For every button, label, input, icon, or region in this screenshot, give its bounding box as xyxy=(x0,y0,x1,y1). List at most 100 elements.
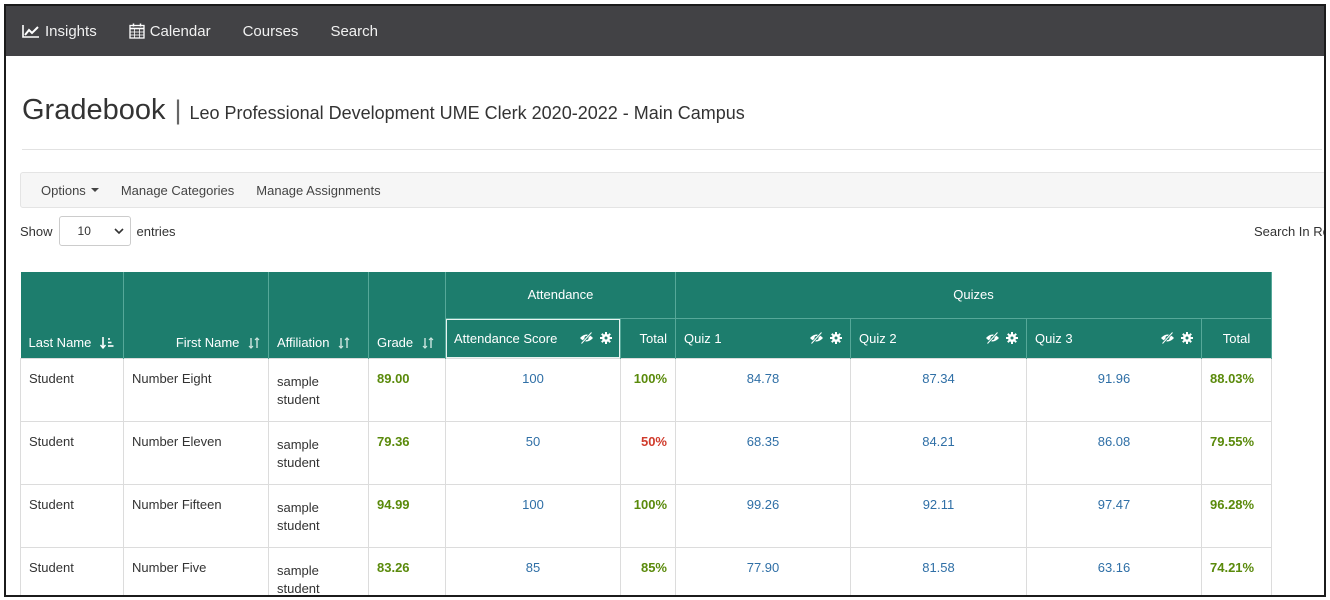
col-quiz-1[interactable]: Quiz 1 xyxy=(675,318,851,358)
nav-search-label: Search xyxy=(330,22,378,40)
gear-icon[interactable] xyxy=(1181,332,1193,344)
options-dropdown[interactable]: Options xyxy=(41,183,99,198)
show-label: Show xyxy=(20,223,53,239)
quizes-group-header: Quizes xyxy=(675,272,1272,319)
entries-select-value: 10 xyxy=(77,224,91,238)
nav-item-courses[interactable]: Courses xyxy=(243,23,299,40)
nav-calendar-label: Calendar xyxy=(149,22,211,40)
cell-last-name: Student xyxy=(20,420,124,485)
cell-affiliation: sample student xyxy=(268,357,369,422)
cell-last-name: Student xyxy=(20,483,124,548)
nav-item-search[interactable]: Search xyxy=(330,23,378,40)
table-row: Student Number Eight sample student 89.0… xyxy=(20,357,1272,422)
quiz-1-header: Quiz 1 xyxy=(684,330,722,346)
cell-last-name: Student xyxy=(20,546,124,595)
cell-last-name: Student xyxy=(20,357,124,422)
cell-quiz-1[interactable]: 68.35 xyxy=(675,420,851,485)
cell-quizes-total: 74.21% xyxy=(1201,546,1272,595)
table-row: Student Number Five sample student 83.26… xyxy=(20,546,1272,595)
gradebook-table: Last Name First Name xyxy=(20,272,1272,595)
sort-both-icon[interactable] xyxy=(338,337,350,349)
cell-first-name: Number Eleven xyxy=(123,420,269,485)
col-grade[interactable]: Grade xyxy=(368,272,446,358)
title-separator: | xyxy=(174,95,182,125)
cell-attendance-total: 100% xyxy=(620,357,676,422)
cell-attendance-score[interactable]: 100 xyxy=(445,357,621,422)
table-row: Student Number Eleven sample student 79.… xyxy=(20,420,1272,485)
cell-quiz-3[interactable]: 97.47 xyxy=(1026,483,1202,548)
cell-quiz-1[interactable]: 99.26 xyxy=(675,483,851,548)
cell-quiz-1[interactable]: 77.90 xyxy=(675,546,851,595)
cell-first-name: Number Five xyxy=(123,546,269,595)
attendance-group-header: Attendance xyxy=(445,272,676,319)
nav-item-insights[interactable]: Insights xyxy=(22,23,97,40)
entries-length-control: Show 10 entries xyxy=(20,216,176,246)
gear-icon[interactable] xyxy=(830,332,842,344)
entries-select[interactable]: 10 xyxy=(58,216,131,246)
cell-grade: 89.00 xyxy=(368,357,446,422)
entries-label: entries xyxy=(136,223,176,239)
chart-line-icon xyxy=(22,25,39,38)
sort-asc-icon[interactable] xyxy=(100,337,114,350)
page-header: Gradebook | Leo Professional Development… xyxy=(22,94,1322,150)
col-first-name[interactable]: First Name xyxy=(123,272,269,358)
eye-slash-icon[interactable] xyxy=(1160,332,1175,344)
cell-attendance-score[interactable]: 100 xyxy=(445,483,621,548)
cell-quiz-2[interactable]: 81.58 xyxy=(850,546,1027,595)
cell-quizes-total: 79.55% xyxy=(1201,420,1272,485)
col-affiliation[interactable]: Affiliation xyxy=(268,272,369,358)
cell-quiz-1[interactable]: 84.78 xyxy=(675,357,851,422)
cell-attendance-score[interactable]: 50 xyxy=(445,420,621,485)
col-attendance-score[interactable]: Attendance Score xyxy=(445,318,621,358)
quiz-3-header: Quiz 3 xyxy=(1035,330,1073,346)
app-window: Insights Calendar Courses Search Gradebo… xyxy=(4,4,1326,597)
search-label: Search In Re xyxy=(1254,224,1326,239)
manage-assignments-link[interactable]: Manage Assignments xyxy=(256,182,381,198)
sort-both-icon[interactable] xyxy=(248,337,260,349)
gear-icon[interactable] xyxy=(600,332,612,344)
cell-quiz-3[interactable]: 86.08 xyxy=(1026,420,1202,485)
nav-item-calendar[interactable]: Calendar xyxy=(129,23,211,40)
gear-icon[interactable] xyxy=(1006,332,1018,344)
col-last-name[interactable]: Last Name xyxy=(20,272,124,358)
cell-attendance-score[interactable]: 85 xyxy=(445,546,621,595)
affiliation-header: Affiliation xyxy=(277,334,330,350)
manage-categories-link[interactable]: Manage Categories xyxy=(120,182,235,198)
cell-attendance-total: 85% xyxy=(620,546,676,595)
eye-slash-icon[interactable] xyxy=(579,332,594,344)
cell-quiz-2[interactable]: 84.21 xyxy=(850,420,1027,485)
cell-affiliation: sample student xyxy=(268,546,369,595)
top-navbar: Insights Calendar Courses Search xyxy=(6,6,1324,56)
col-attendance-total[interactable]: Total xyxy=(620,318,676,358)
cell-attendance-total: 100% xyxy=(620,483,676,548)
first-name-header: First Name xyxy=(175,334,240,350)
quiz-2-header: Quiz 2 xyxy=(859,330,897,346)
cell-quizes-total: 88.03% xyxy=(1201,357,1272,422)
eye-slash-icon[interactable] xyxy=(985,332,1000,344)
nav-insights-label: Insights xyxy=(45,22,97,40)
col-quiz-2[interactable]: Quiz 2 xyxy=(850,318,1027,358)
cell-quiz-2[interactable]: 87.34 xyxy=(850,357,1027,422)
cell-grade: 83.26 xyxy=(368,546,446,595)
cell-affiliation: sample student xyxy=(268,483,369,548)
caret-down-icon xyxy=(90,188,99,192)
sort-both-icon[interactable] xyxy=(422,337,434,349)
course-name: Leo Professional Development UME Clerk 2… xyxy=(189,103,745,123)
cell-first-name: Number Eight xyxy=(123,357,269,422)
cell-attendance-total: 50% xyxy=(620,420,676,485)
cell-first-name: Number Fifteen xyxy=(123,483,269,548)
cell-grade: 79.36 xyxy=(368,420,446,485)
cell-quiz-3[interactable]: 91.96 xyxy=(1026,357,1202,422)
grade-header: Grade xyxy=(377,334,414,350)
cell-quiz-2[interactable]: 92.11 xyxy=(850,483,1027,548)
calendar-icon xyxy=(129,23,145,39)
gradebook-toolbar: Options Manage Categories Manage Assignm… xyxy=(20,172,1324,208)
cell-affiliation: sample student xyxy=(268,420,369,485)
eye-slash-icon[interactable] xyxy=(809,332,824,344)
cell-quiz-3[interactable]: 63.16 xyxy=(1026,546,1202,595)
last-name-header: Last Name xyxy=(28,334,92,350)
cell-grade: 94.99 xyxy=(368,483,446,548)
cell-quizes-total: 96.28% xyxy=(1201,483,1272,548)
col-quizes-total[interactable]: Total xyxy=(1201,318,1272,358)
col-quiz-3[interactable]: Quiz 3 xyxy=(1026,318,1202,358)
